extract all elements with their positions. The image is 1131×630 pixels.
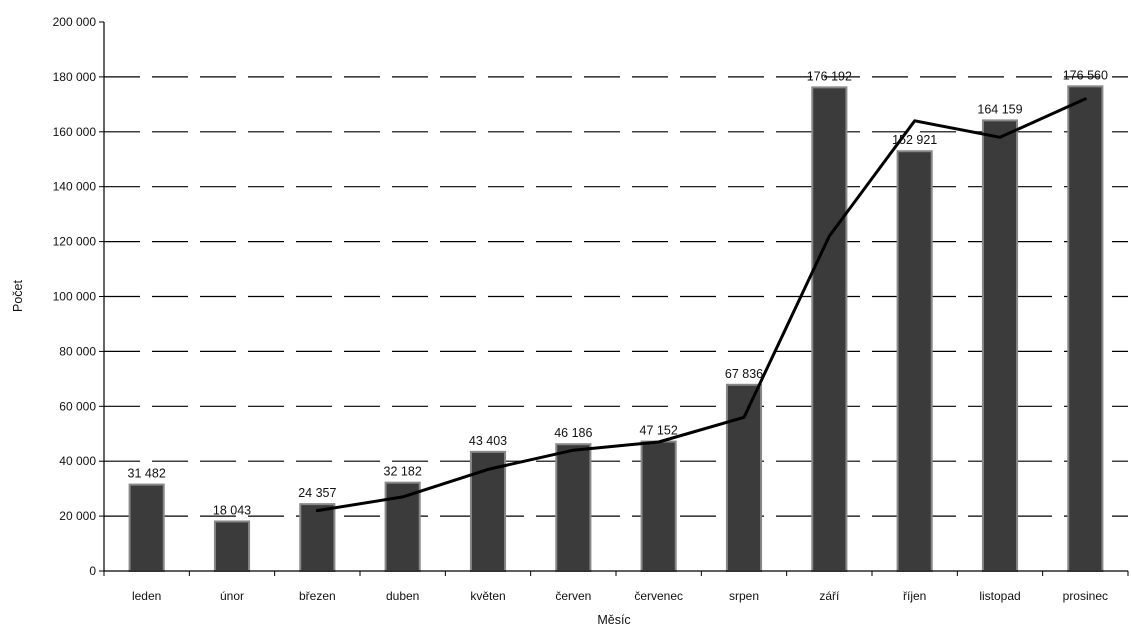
bar [1067,85,1104,572]
x-axis-ticks: leden únor březen duben květen červen červenec… [103,571,1129,603]
bar [128,483,165,572]
y-tick-label: 180 000 [53,70,97,84]
x-tick-label: květen [470,589,505,603]
y-tick-label: 40 000 [59,454,96,468]
data-label: 47 152 [640,424,678,438]
y-tick-label: 80 000 [59,344,96,358]
y-tick-label: 0 [89,564,96,578]
y-tick-label: 160 000 [53,125,97,139]
x-axis-title: Měsíc [597,613,630,627]
data-labels: 31 482 18 043 24 357 32 182 43 403 46 186 47 1… [128,68,1108,517]
data-label: 164 159 [977,102,1022,116]
y-tick-label: 200 000 [53,15,97,29]
y-tick-label: 100 000 [53,290,97,304]
x-tick-label: březen [299,589,336,603]
x-tick-label: prosinec [1063,589,1108,603]
bar-series [128,85,1104,573]
data-label: 32 182 [384,465,422,479]
data-label: 176 192 [807,69,852,83]
bar [213,520,251,573]
x-tick-label: červenec [634,589,683,603]
x-tick-label: listopad [979,589,1020,603]
data-label: 152 921 [892,133,937,147]
y-axis-ticks: 0 20 000 40 000 60 000 80 000 100 000 120 000 1… [53,15,104,578]
bar [896,150,933,573]
data-label: 176 560 [1063,68,1108,82]
bar [725,383,763,573]
bar [555,443,592,572]
data-label: 18 043 [213,503,251,517]
x-tick-label: září [819,589,840,603]
data-label: 67 836 [725,367,763,381]
x-tick-label: červen [555,589,591,603]
bar [299,503,336,573]
y-tick-label: 120 000 [53,235,97,249]
x-tick-label: únor [220,589,244,603]
data-label: 43 403 [469,434,507,448]
x-tick-label: leden [132,589,161,603]
trend-line-series [315,97,1087,513]
y-tick-label: 20 000 [59,509,96,523]
x-tick-label: duben [386,589,419,603]
bar [640,440,677,572]
bar [981,119,1019,572]
y-axis-title: Počet [11,279,25,311]
data-label: 46 186 [554,426,592,440]
data-label: 24 357 [298,486,336,500]
trend-line [315,97,1087,513]
y-tick-label: 60 000 [59,399,96,413]
y-tick-label: 140 000 [53,180,97,194]
grid-lines [104,76,1128,517]
x-tick-label: říjen [903,589,926,603]
data-label: 31 482 [128,467,166,481]
bar [811,86,848,572]
x-tick-label: srpen [729,589,759,603]
